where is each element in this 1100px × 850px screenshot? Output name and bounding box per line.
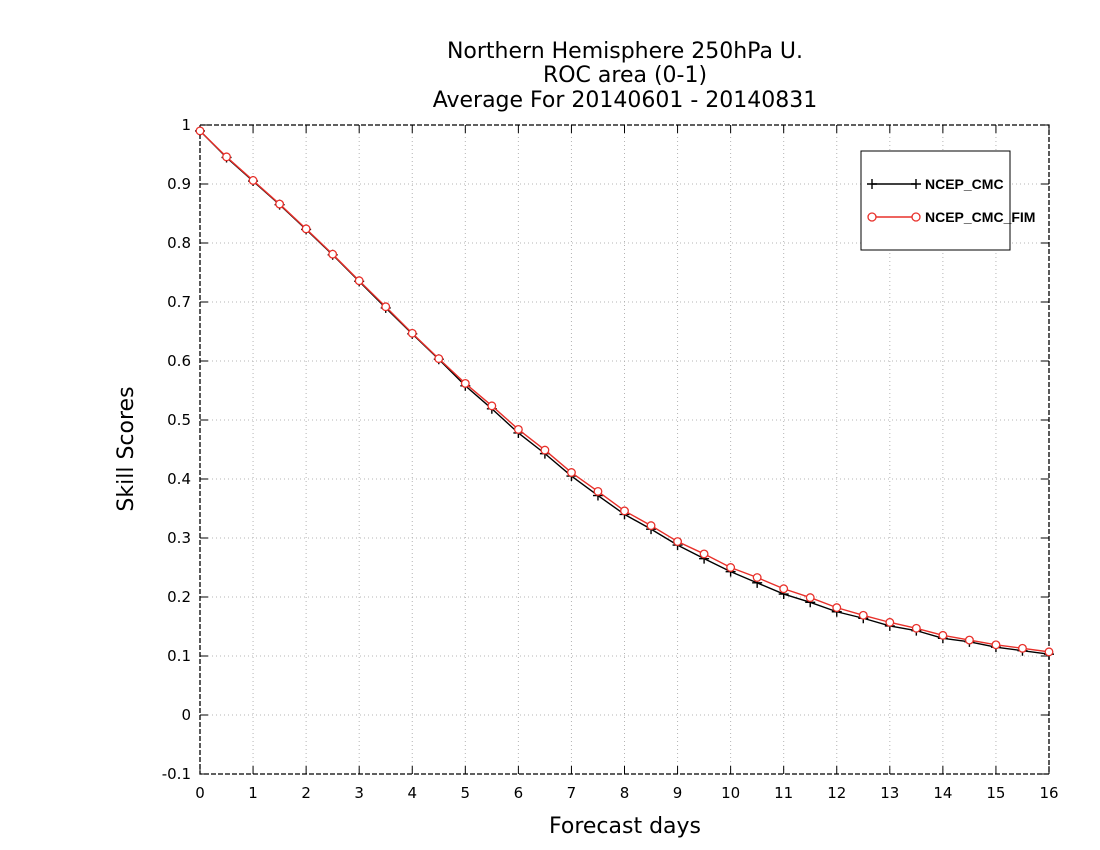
data-point	[275, 199, 285, 209]
x-tick-label: 14	[933, 784, 952, 802]
chart-title-line-3: Average For 20140601 - 20140831	[433, 88, 818, 113]
x-tick-label: 8	[620, 784, 630, 802]
legend-marker	[867, 212, 877, 222]
data-point	[328, 249, 338, 259]
data-point	[646, 521, 656, 531]
data-point	[1018, 643, 1027, 653]
data-point	[301, 224, 311, 234]
x-tick-label: 0	[195, 784, 205, 802]
data-point	[222, 152, 231, 162]
x-tick-label: 2	[301, 784, 311, 802]
x-tick-label: 3	[354, 784, 364, 802]
data-point	[832, 603, 842, 613]
data-point	[434, 354, 444, 364]
x-tick-label: 12	[827, 784, 846, 802]
x-axis-tick-labels: 0 1 2 3 4 5 6 7 8 9 10 11 12 13 14 15 16	[195, 784, 1058, 802]
y-axis-tick-labels: -0.1 0 0.1 0.2 0.3 0.4 0.5 0.6 0.7 0.8 0.9 1	[162, 116, 191, 783]
data-point	[938, 630, 948, 640]
data-point	[752, 573, 762, 582]
x-tick-label: 16	[1039, 784, 1058, 802]
y-tick-label: 0.5	[167, 411, 191, 429]
y-tick-label: 0.6	[167, 352, 191, 370]
data-point	[779, 584, 789, 594]
x-tick-label: 13	[880, 784, 899, 802]
data-point	[1044, 647, 1054, 657]
x-axis-label: Forecast days	[549, 814, 701, 839]
legend: NCEP_CMC NCEP_CMC_FIM	[860, 150, 1035, 251]
x-tick-label: 15	[986, 784, 1005, 802]
data-point	[407, 328, 417, 338]
x-tick-label: 5	[461, 784, 471, 802]
y-tick-label: 0.2	[167, 588, 191, 606]
x-tick-label: 10	[721, 784, 740, 802]
data-point	[805, 593, 815, 603]
x-tick-label: 7	[567, 784, 577, 802]
chart-title-line-2: ROC area (0-1)	[543, 63, 707, 88]
legend-marker	[911, 179, 921, 189]
data-point	[885, 617, 895, 627]
y-tick-label: 0.3	[167, 529, 191, 547]
x-tick-label: 9	[673, 784, 683, 802]
x-tick-label: 4	[407, 784, 417, 802]
y-tick-label: 0.4	[167, 470, 191, 488]
y-tick-label: -0.1	[162, 765, 191, 783]
data-point	[593, 486, 603, 496]
data-point	[673, 537, 683, 546]
data-series	[195, 125, 1054, 660]
y-tick-label: 0.9	[167, 175, 191, 193]
chart-title: Northern Hemisphere 250hPa U. ROC area (…	[433, 39, 818, 113]
y-tick-label: 0.7	[167, 293, 191, 311]
data-point	[964, 635, 974, 645]
data-point	[487, 401, 497, 411]
legend-label: NCEP_CMC	[925, 176, 1004, 192]
series-ncep-cmc-fim	[195, 126, 1054, 657]
data-point	[513, 424, 523, 434]
data-point	[991, 640, 1001, 650]
data-point	[726, 563, 736, 572]
legend-marker	[911, 212, 921, 222]
legend-marker	[867, 179, 877, 189]
data-point	[620, 506, 629, 516]
y-axis-label: Skill Scores	[114, 386, 139, 511]
x-tick-label: 6	[514, 784, 524, 802]
y-tick-label: 0.1	[167, 647, 191, 665]
data-point	[248, 176, 258, 185]
legend-box	[860, 150, 1011, 251]
data-point	[540, 445, 550, 455]
x-tick-label: 1	[248, 784, 258, 802]
x-tick-label: 11	[774, 784, 793, 802]
y-tick-label: 0	[181, 706, 191, 724]
chart-title-line-1: Northern Hemisphere 250hPa U.	[447, 39, 803, 64]
data-point	[381, 302, 391, 312]
data-point	[911, 623, 921, 633]
data-point	[354, 276, 364, 286]
grid-lines	[200, 125, 1049, 774]
axis-ticks	[199, 124, 1050, 775]
y-tick-label: 1	[181, 116, 191, 134]
y-tick-label: 0.8	[167, 234, 191, 252]
data-point	[858, 610, 868, 620]
data-point	[460, 378, 470, 388]
data-point	[195, 126, 205, 136]
data-point	[699, 549, 709, 559]
data-point	[566, 468, 576, 477]
legend-label: NCEP_CMC_FIM	[925, 209, 1035, 225]
